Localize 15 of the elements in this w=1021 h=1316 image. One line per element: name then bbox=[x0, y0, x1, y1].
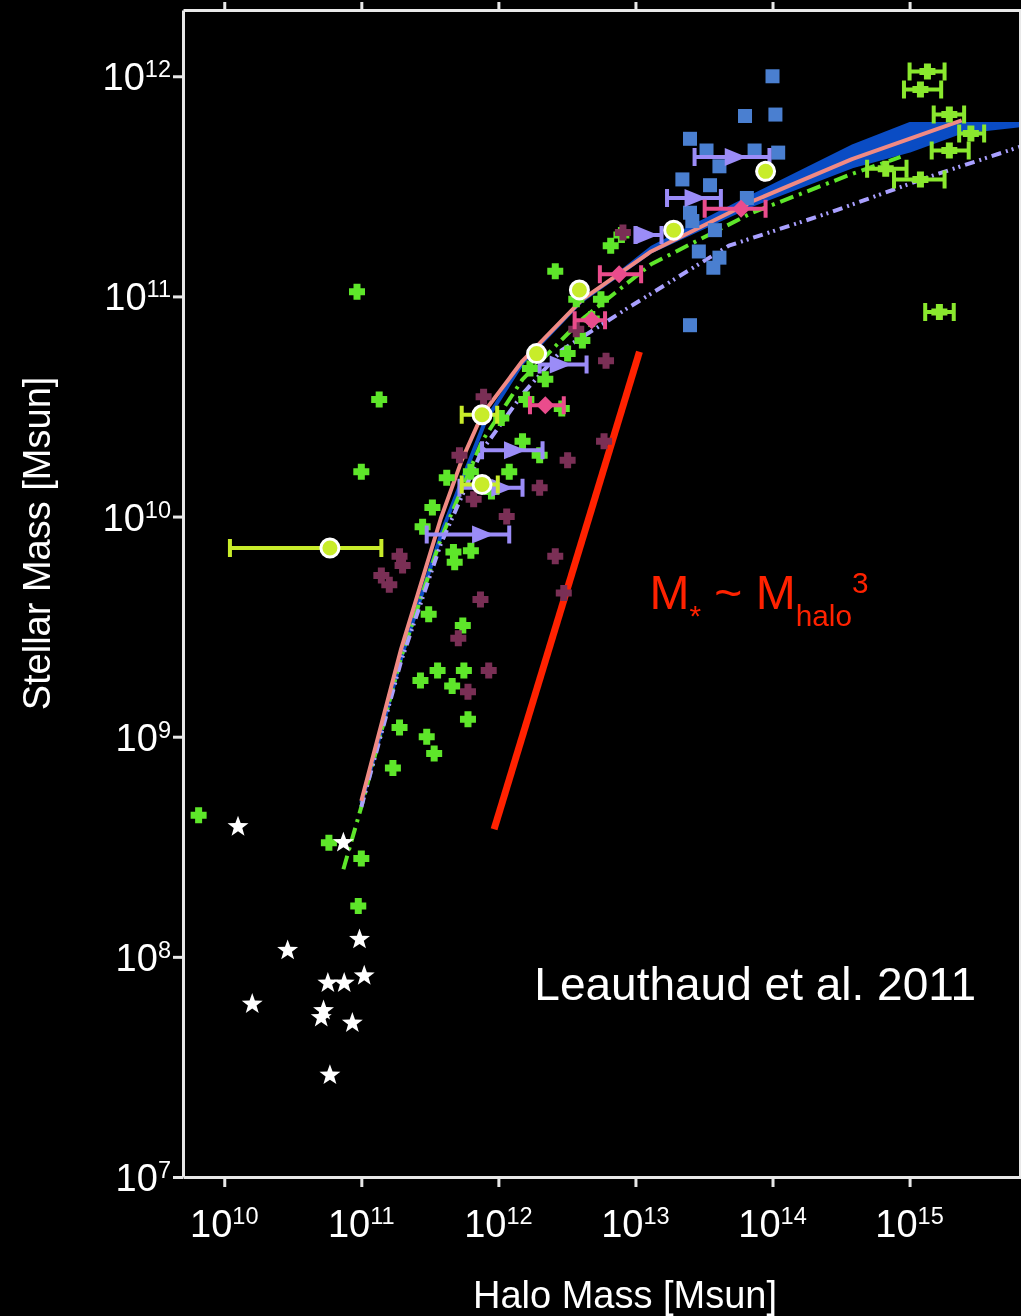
y-tick-label: 10$^{12}$ bbox=[102, 56, 171, 99]
x-tick-label: 10$^{15}$ bbox=[875, 1203, 944, 1245]
x-tick-label: 10$^{14}$ bbox=[738, 1203, 807, 1245]
y-axis-title: Stellar Mass [Msun] bbox=[16, 376, 58, 711]
y-tick-label: 10$^{10}$ bbox=[102, 496, 171, 539]
x-axis-title: Halo Mass [Msun] bbox=[472, 1274, 778, 1316]
x-tick-label: 10$^{11}$ bbox=[327, 1203, 395, 1245]
y-tick-label: 10$^{11}$ bbox=[104, 276, 171, 319]
x-tick-label: 10$^{12}$ bbox=[464, 1203, 533, 1245]
y-tick-label: 10$^{8}$ bbox=[115, 936, 171, 979]
y-tick-label: 10$^{7}$ bbox=[115, 1157, 171, 1199]
x-tick-label: 10$^{10}$ bbox=[190, 1203, 259, 1245]
y-tick-label: 10$^{9}$ bbox=[115, 716, 171, 759]
annotation: Leauthaud et al. 2011 bbox=[534, 958, 976, 1010]
x-tick-label: 10$^{13}$ bbox=[601, 1203, 670, 1245]
